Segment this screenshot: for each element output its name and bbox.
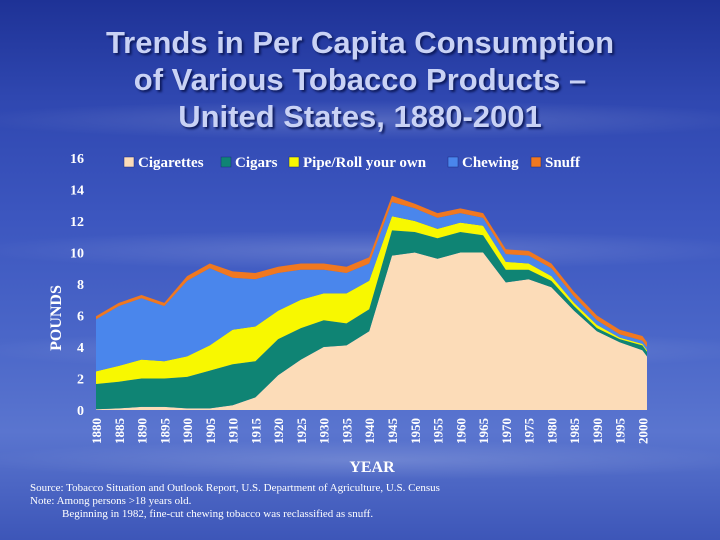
legend-item-chewing: Chewing xyxy=(447,155,519,171)
note-line: Note: Among persons >18 years old. xyxy=(30,495,192,507)
x-tick-label: 1885 xyxy=(112,418,127,445)
slide-title-line-1: Trends in Per Capita Consumption xyxy=(105,25,615,60)
y-tick-label: 4 xyxy=(77,341,84,356)
x-tick-label: 1895 xyxy=(157,418,172,445)
x-tick-label: 1925 xyxy=(294,418,309,445)
slide-title-line-2: of Various Tobacco Products – xyxy=(133,62,587,97)
y-tick-label: 12 xyxy=(70,215,84,230)
slide-title-line-3: United States, 1880-2001 xyxy=(178,99,542,134)
x-tick-label: 1950 xyxy=(408,418,423,444)
x-tick-label: 1900 xyxy=(180,418,195,444)
legend-label: Cigarettes xyxy=(138,155,204,171)
x-axis-ticks: 1880 1885 1890 1895 1900 1905 1910 1915 1920 1925… xyxy=(89,418,650,445)
legend-swatch xyxy=(220,156,232,168)
legend-item-cigars: Cigars xyxy=(220,155,278,171)
legend-swatch xyxy=(530,156,542,168)
x-tick-label: 1995 xyxy=(613,418,628,445)
x-tick-label: 1880 xyxy=(89,418,104,444)
consumption-chart: 0 2 4 6 8 10 12 14 16 1880 1885 1890 1895 1900 1905 19… xyxy=(48,152,650,476)
legend-label: Snuff xyxy=(545,155,581,171)
x-tick-label: 1960 xyxy=(453,418,468,444)
legend-swatch xyxy=(288,156,300,168)
slide-title: Trends in Per Capita Consumption of Vari… xyxy=(0,24,720,135)
chart-legend: Cigarettes Cigars Pipe/Roll your own Chewin… xyxy=(123,155,581,171)
x-tick-label: 1890 xyxy=(135,418,150,444)
x-tick-label: 1910 xyxy=(226,418,241,444)
x-tick-label: 1945 xyxy=(385,418,400,445)
legend-item-pipe-roll-your-own: Pipe/Roll your own xyxy=(288,155,427,171)
legend-swatch xyxy=(123,156,135,168)
legend-item-cigarettes: Cigarettes xyxy=(123,155,204,171)
x-tick-label: 1975 xyxy=(522,418,537,445)
reclassification-note: Beginning in 1982, fine-cut chewing toba… xyxy=(62,508,374,520)
x-tick-label: 1955 xyxy=(431,418,446,445)
area-chewing xyxy=(96,202,647,372)
y-tick-label: 6 xyxy=(77,310,84,325)
y-tick-label: 16 xyxy=(70,152,84,167)
stacked-areas xyxy=(96,195,647,410)
x-tick-label: 1965 xyxy=(476,418,491,445)
legend-item-snuff: Snuff xyxy=(530,155,581,171)
area-pipe-roll-your-own xyxy=(96,216,647,384)
y-tick-label: 8 xyxy=(77,278,84,293)
x-tick-label: 1915 xyxy=(248,418,263,445)
x-tick-label: 1905 xyxy=(203,418,218,445)
y-tick-label: 0 xyxy=(77,404,84,419)
x-tick-label: 1930 xyxy=(317,418,332,444)
legend-swatch xyxy=(447,156,459,168)
legend-label: Pipe/Roll your own xyxy=(303,155,427,171)
source-notes: Source: Tobacco Situation and Outlook Re… xyxy=(30,482,440,521)
x-tick-label: 1990 xyxy=(590,418,605,444)
x-tick-label: 1940 xyxy=(362,418,377,444)
legend-label: Cigars xyxy=(235,155,278,171)
x-axis-label: YEAR xyxy=(349,459,395,476)
x-tick-label: 1970 xyxy=(499,418,514,444)
x-tick-label: 1985 xyxy=(567,418,582,445)
y-tick-label: 2 xyxy=(77,373,84,388)
area-cigars xyxy=(96,230,647,410)
x-tick-label: 1935 xyxy=(340,418,355,445)
y-tick-label: 14 xyxy=(70,184,84,199)
x-tick-label: 2000 xyxy=(635,418,650,444)
area-cigarettes xyxy=(96,252,647,410)
y-axis-label: POUNDS xyxy=(48,285,65,351)
x-tick-label: 1920 xyxy=(271,418,286,444)
y-axis-ticks: 0 2 4 6 8 10 12 14 16 xyxy=(70,152,84,419)
legend-label: Chewing xyxy=(462,155,519,171)
y-tick-label: 10 xyxy=(70,247,84,262)
x-tick-label: 1980 xyxy=(544,418,559,444)
source-line: Source: Tobacco Situation and Outlook Re… xyxy=(30,482,440,494)
